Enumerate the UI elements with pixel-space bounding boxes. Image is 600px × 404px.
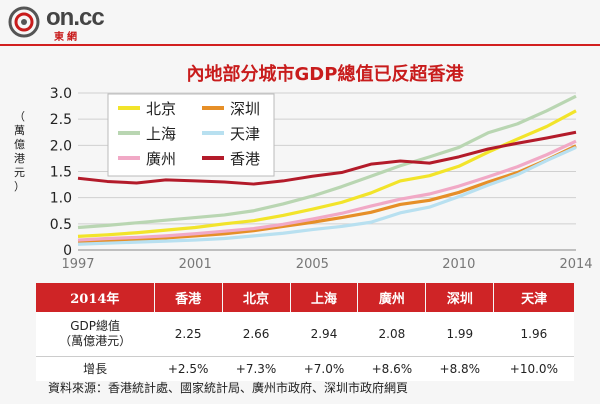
y-axis-label-char: 億 — [14, 138, 25, 151]
legend-label: 廣州 — [146, 150, 176, 168]
gdp-cell: 1.96 — [493, 312, 574, 357]
header-rule — [0, 44, 600, 46]
x-tick-label: 2010 — [442, 257, 475, 272]
gdp-label: GDP總值 — [70, 319, 120, 333]
legend-label: 深圳 — [230, 100, 260, 118]
y-axis-label: （萬億港元） — [14, 110, 25, 193]
legend-label: 北京 — [146, 100, 176, 118]
table-city-header: 廣州 — [357, 283, 427, 312]
y-tick-label: 0.5 — [50, 217, 72, 233]
y-tick-label: 0 — [63, 243, 72, 259]
y-tick-label: 1.0 — [50, 191, 72, 207]
y-tick-label: 1.5 — [50, 165, 72, 181]
series-line-天津 — [77, 145, 577, 246]
source-note: 資料來源：香港統計處、國家統計局、廣州市政府、深圳市政府網頁 — [48, 381, 409, 395]
table-header-row: 2014年 香港 北京 上海 廣州 深圳 天津 — [36, 283, 574, 312]
series-line-北京 — [77, 109, 577, 238]
legend-label: 天津 — [230, 125, 260, 143]
growth-label: 增長 — [36, 356, 155, 381]
y-tick-label: 3.0 — [50, 86, 72, 102]
series-line-深圳 — [77, 144, 577, 244]
y-tick-labels: 0 0.5 1.0 1.5 2.0 2.5 3.0 — [50, 86, 72, 259]
table-city-header: 天津 — [493, 283, 574, 312]
table-year-header: 2014年 — [36, 283, 155, 312]
oncc-logo-icon — [8, 6, 40, 38]
growth-cell: +2.5% — [154, 356, 223, 381]
series-line-廣州 — [77, 139, 577, 242]
y-tick-label: 2.0 — [50, 138, 72, 154]
growth-cell: +7.3% — [222, 356, 291, 381]
brand-logo[interactable]: on.cc 東網 — [8, 4, 128, 43]
table-row-growth: 增長 +2.5% +7.3% +7.0% +8.6% +8.8% +10.0% — [36, 356, 574, 381]
growth-cell: +10.0% — [493, 356, 574, 381]
x-tick-labels: 1997 2001 2005 2010 2014 — [61, 257, 592, 272]
x-tick-label: 1997 — [61, 257, 94, 272]
gdp-row-label: GDP總值 （萬億港元） — [36, 312, 155, 357]
series-line-香港 — [77, 130, 577, 186]
chart-title: 內地部分城市GDP總值已反超香港 — [187, 63, 465, 85]
gdp-cell: 2.25 — [154, 312, 223, 357]
growth-cell: +7.0% — [290, 356, 358, 381]
table-city-header: 香港 — [154, 283, 223, 312]
series-line-上海 — [77, 94, 577, 230]
gdp-line-chart: 內地部分城市GDP總值已反超香港 0 0.5 1.0 1.5 2.0 2.5 3.0 199… — [14, 63, 593, 272]
legend-label: 香港 — [230, 150, 260, 168]
growth-cell: +8.8% — [425, 356, 494, 381]
table-city-header: 上海 — [290, 283, 359, 312]
table-city-header: 深圳 — [425, 283, 495, 312]
y-axis-label-char: 元 — [14, 166, 25, 179]
gdp-cell: 2.66 — [222, 312, 291, 357]
y-axis-label-char: 港 — [14, 152, 25, 165]
y-axis-label-char: （ — [14, 110, 25, 123]
growth-cell: +8.6% — [357, 356, 426, 381]
gdp-cell: 1.99 — [425, 312, 494, 357]
table-city-header: 北京 — [222, 283, 291, 312]
gdp-cell: 2.94 — [290, 312, 358, 357]
gdp-table: 2014年 香港 北京 上海 廣州 深圳 天津 GDP總值 （萬億港元） 2.2… — [36, 283, 574, 381]
y-tick-label: 2.5 — [50, 112, 72, 128]
y-axis-label-char: ） — [14, 180, 25, 193]
x-tick-label: 2014 — [559, 257, 592, 272]
x-tick-label: 2001 — [179, 257, 212, 272]
brand-name: on.cc — [46, 4, 105, 31]
gdp-cell: 2.08 — [357, 312, 426, 357]
legend-label: 上海 — [146, 125, 176, 143]
table-row-gdp: GDP總值 （萬億港元） 2.25 2.66 2.94 2.08 1.99 1.… — [36, 312, 574, 357]
gdp-unit: （萬億港元） — [59, 334, 132, 348]
x-tick-label: 2005 — [296, 257, 329, 272]
y-axis-label-char: 萬 — [14, 124, 25, 137]
series-lines — [77, 94, 577, 246]
brand-subname: 東網 — [54, 32, 80, 43]
